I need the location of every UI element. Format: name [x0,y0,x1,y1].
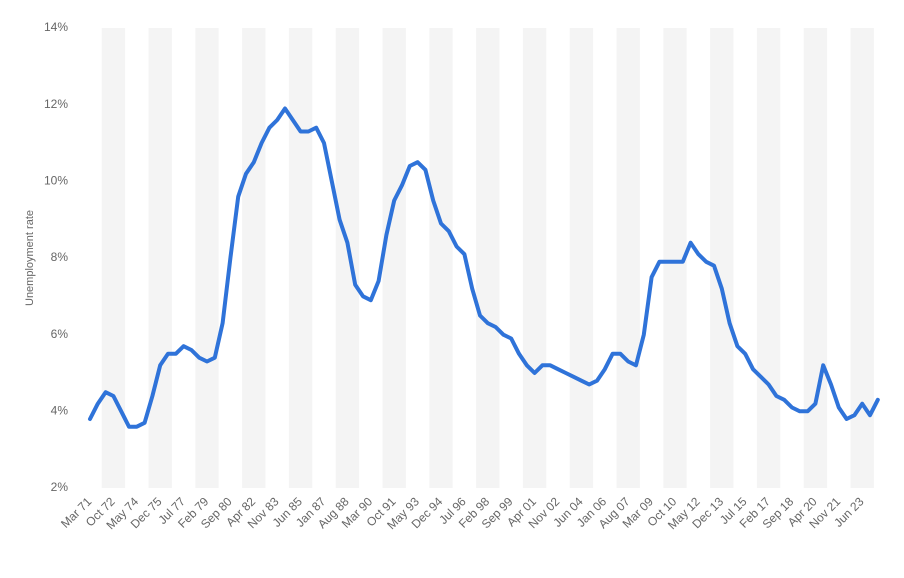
stripe [195,28,219,488]
y-tick-label: 4% [51,404,69,418]
stripe [382,28,406,488]
stripe [148,28,172,488]
stripe [101,28,126,488]
stripe [663,28,687,488]
stripe [429,28,453,488]
y-tick-label: 6% [51,327,69,341]
stripe [616,28,640,488]
stripe [522,28,547,488]
y-tick-label: 14% [44,20,68,34]
y-axis-label: Unemployment rate [24,210,36,306]
stripe [288,28,313,488]
y-tick-label: 10% [44,174,68,188]
y-tick-label: 2% [51,480,69,494]
line [88,106,880,429]
stripe [242,28,266,488]
y-tick-label: 8% [51,250,69,264]
stripe [803,28,828,488]
y-tick-label: 12% [44,97,68,111]
stripe [476,28,500,488]
stripe [756,28,781,488]
stripe [335,28,360,488]
stripe [850,28,874,488]
stripe [569,28,594,488]
stripe [710,28,734,488]
